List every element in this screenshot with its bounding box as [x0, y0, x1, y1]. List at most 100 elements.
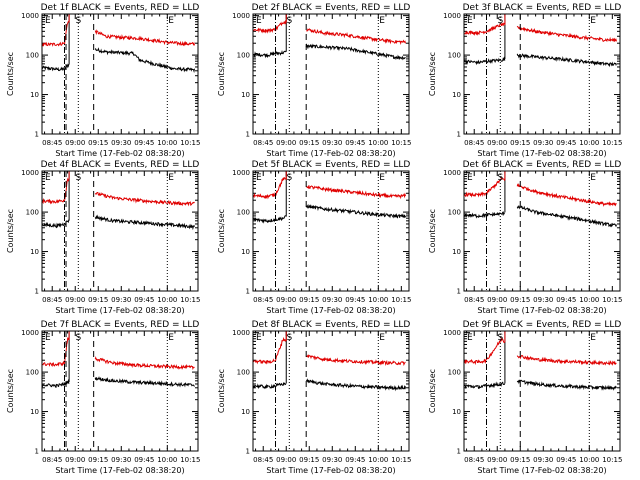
series-events-line	[252, 382, 287, 390]
plot-frame	[463, 330, 621, 452]
panel-title: Det 9f BLACK = Events, RED = LLD	[463, 320, 622, 330]
marker-e-label: E	[256, 333, 262, 343]
x-tick-label: 08:45	[464, 456, 484, 464]
y-tick-label: 1000	[21, 329, 39, 337]
x-axis-label: Start Time (17-Feb-02 08:38:20)	[266, 149, 395, 158]
y-tick-label: 1000	[232, 12, 250, 20]
x-tick-label: 09:45	[345, 456, 365, 464]
y-tick-label: 1	[35, 131, 39, 139]
y-tick-label: 1	[457, 448, 461, 456]
marker-s-label: S	[497, 333, 503, 343]
x-tick-label: 10:15	[180, 139, 200, 147]
marker-e-label: E	[168, 16, 174, 26]
y-tick-label: 100	[26, 209, 39, 217]
series-lld-line	[516, 25, 617, 43]
x-tick-label: 09:15	[299, 139, 319, 147]
x-tick-label: 09:30	[111, 139, 131, 147]
series-lld-line	[41, 177, 70, 205]
y-tick-label: 1	[457, 131, 461, 139]
x-tick-label: 09:30	[322, 296, 342, 304]
marker-s-label: S	[75, 333, 81, 343]
y-tick-label: 1	[246, 288, 250, 296]
y-tick-label: 100	[26, 369, 39, 377]
y-tick-label: 1	[246, 448, 250, 456]
x-tick-label: 10:15	[180, 296, 200, 304]
series-events-line	[252, 49, 287, 59]
plot-frame	[41, 13, 199, 135]
y-tick-label: 100	[237, 52, 250, 60]
y-tick-label: 10	[30, 91, 39, 99]
x-tick-label: 09:15	[510, 296, 530, 304]
plot-frame	[41, 330, 199, 452]
marker-e-label: E	[467, 173, 473, 183]
x-tick-label: 09:00	[65, 139, 85, 147]
y-tick-label: 100	[237, 209, 250, 217]
series-lld-line	[253, 336, 287, 365]
series-lld-line	[463, 22, 506, 36]
series-events-line	[516, 379, 617, 391]
y-axis-label: Counts/sec	[428, 209, 437, 253]
y-tick-label: 100	[448, 52, 461, 60]
marker-e-label: E	[590, 16, 596, 26]
marker-e-label: E	[590, 173, 596, 183]
x-tick-label: 09:00	[276, 139, 296, 147]
series-events-line	[94, 214, 195, 231]
series-events-line	[305, 43, 406, 61]
x-tick-label: 10:15	[602, 456, 622, 464]
x-tick-label: 09:15	[299, 456, 319, 464]
x-axis-label: Start Time (17-Feb-02 08:38:20)	[477, 149, 606, 158]
y-tick-label: 1000	[443, 169, 461, 177]
series-events-line	[516, 205, 617, 228]
x-tick-label: 09:15	[88, 139, 108, 147]
y-tick-label: 1000	[232, 169, 250, 177]
panel-title: Det 8f BLACK = Events, RED = LLD	[252, 320, 411, 330]
series-lld-line	[252, 19, 287, 34]
plot-frame	[463, 13, 621, 135]
x-axis-label: Start Time (17-Feb-02 08:38:20)	[55, 149, 184, 158]
x-tick-label: 10:15	[391, 296, 411, 304]
marker-e-label: E	[379, 173, 385, 183]
series-events-line	[41, 63, 70, 72]
series-lld-line	[516, 354, 617, 366]
x-tick-label: 08:45	[253, 139, 273, 147]
marker-e-label: E	[45, 333, 51, 343]
plot-frame	[463, 170, 621, 292]
x-tick-label: 09:00	[65, 456, 85, 464]
plot-frame	[252, 170, 410, 292]
x-tick-label: 10:15	[180, 456, 200, 464]
marker-e-label: E	[467, 16, 473, 26]
y-tick-label: 10	[30, 248, 39, 256]
x-tick-label: 09:00	[65, 296, 85, 304]
series-events-line	[94, 47, 195, 74]
panel-2: Det 2f BLACK = Events, RED = LLD Counts/s…	[217, 3, 411, 158]
x-tick-label: 10:00	[157, 296, 177, 304]
panel-title: Det 4f BLACK = Events, RED = LLD	[41, 160, 200, 170]
y-tick-label: 10	[241, 408, 250, 416]
series-lld-line	[252, 177, 287, 200]
marker-e-label: E	[45, 16, 51, 26]
x-tick-label: 09:15	[88, 456, 108, 464]
x-tick-label: 10:00	[579, 456, 599, 464]
marker-s-label: S	[75, 16, 81, 26]
panel-title: Det 6f BLACK = Events, RED = LLD	[463, 160, 622, 170]
y-tick-label: 1000	[443, 329, 461, 337]
panel-1: Det 1f BLACK = Events, RED = LLD Counts/s…	[6, 3, 200, 158]
marker-e-label: E	[379, 333, 385, 343]
x-tick-label: 08:45	[253, 456, 273, 464]
x-tick-label: 09:30	[533, 296, 553, 304]
series-lld-line	[516, 182, 617, 207]
x-tick-label: 09:30	[111, 296, 131, 304]
x-tick-label: 10:00	[368, 296, 388, 304]
panel-title: Det 2f BLACK = Events, RED = LLD	[252, 3, 411, 13]
y-axis-label: Counts/sec	[6, 209, 15, 253]
series-events-line	[41, 219, 70, 229]
marker-s-label: S	[286, 173, 292, 183]
panel-3: Det 3f BLACK = Events, RED = LLD Counts/s…	[428, 3, 622, 158]
series-events-line	[516, 53, 617, 68]
x-tick-label: 09:45	[556, 456, 576, 464]
series-events-line	[305, 378, 406, 392]
x-tick-label: 09:45	[134, 456, 154, 464]
x-tick-label: 09:30	[322, 456, 342, 464]
x-tick-label: 09:45	[345, 296, 365, 304]
